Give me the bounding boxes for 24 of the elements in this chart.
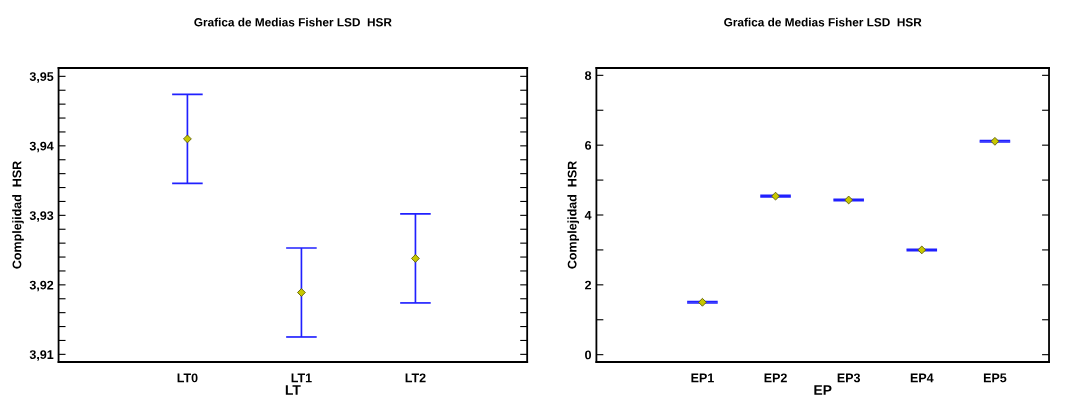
x-tick-label: EP1: [691, 373, 714, 383]
x-axis-title: LT: [285, 385, 301, 395]
y-tick-label: 2: [585, 280, 592, 290]
x-tick-label: EP5: [983, 373, 1007, 383]
y-tick-label: 3,95: [29, 72, 54, 83]
chart-title: Grafica de Medias Fisher LSD HSR: [724, 17, 922, 27]
y-tick-label: 3,93: [29, 211, 54, 222]
y-tick-label: 6: [585, 140, 592, 150]
x-tick-label: LT2: [405, 373, 426, 383]
y-tick-label: 0: [585, 350, 592, 360]
y-tick-label: 8: [584, 71, 592, 80]
x-tick-label: LT1: [291, 373, 312, 383]
y-tick-label: 3,94: [29, 141, 54, 153]
y-tick-label: 3,91: [29, 350, 54, 361]
x-tick-label: LT0: [177, 373, 198, 383]
y-tick-label: 4: [584, 210, 592, 220]
x-tick-label: EP2: [764, 373, 787, 383]
x-tick-label: EP4: [910, 373, 934, 383]
y-axis-title: Complejidad HSR: [12, 161, 24, 269]
y-axis-title: Complejidad HSR: [567, 161, 580, 269]
x-tick-label: EP3: [837, 373, 861, 383]
y-tick-label: 3,92: [29, 280, 54, 292]
x-axis-title: EP: [814, 385, 832, 395]
chart-title: Grafica de Medias Fisher LSD HSR: [194, 17, 392, 27]
